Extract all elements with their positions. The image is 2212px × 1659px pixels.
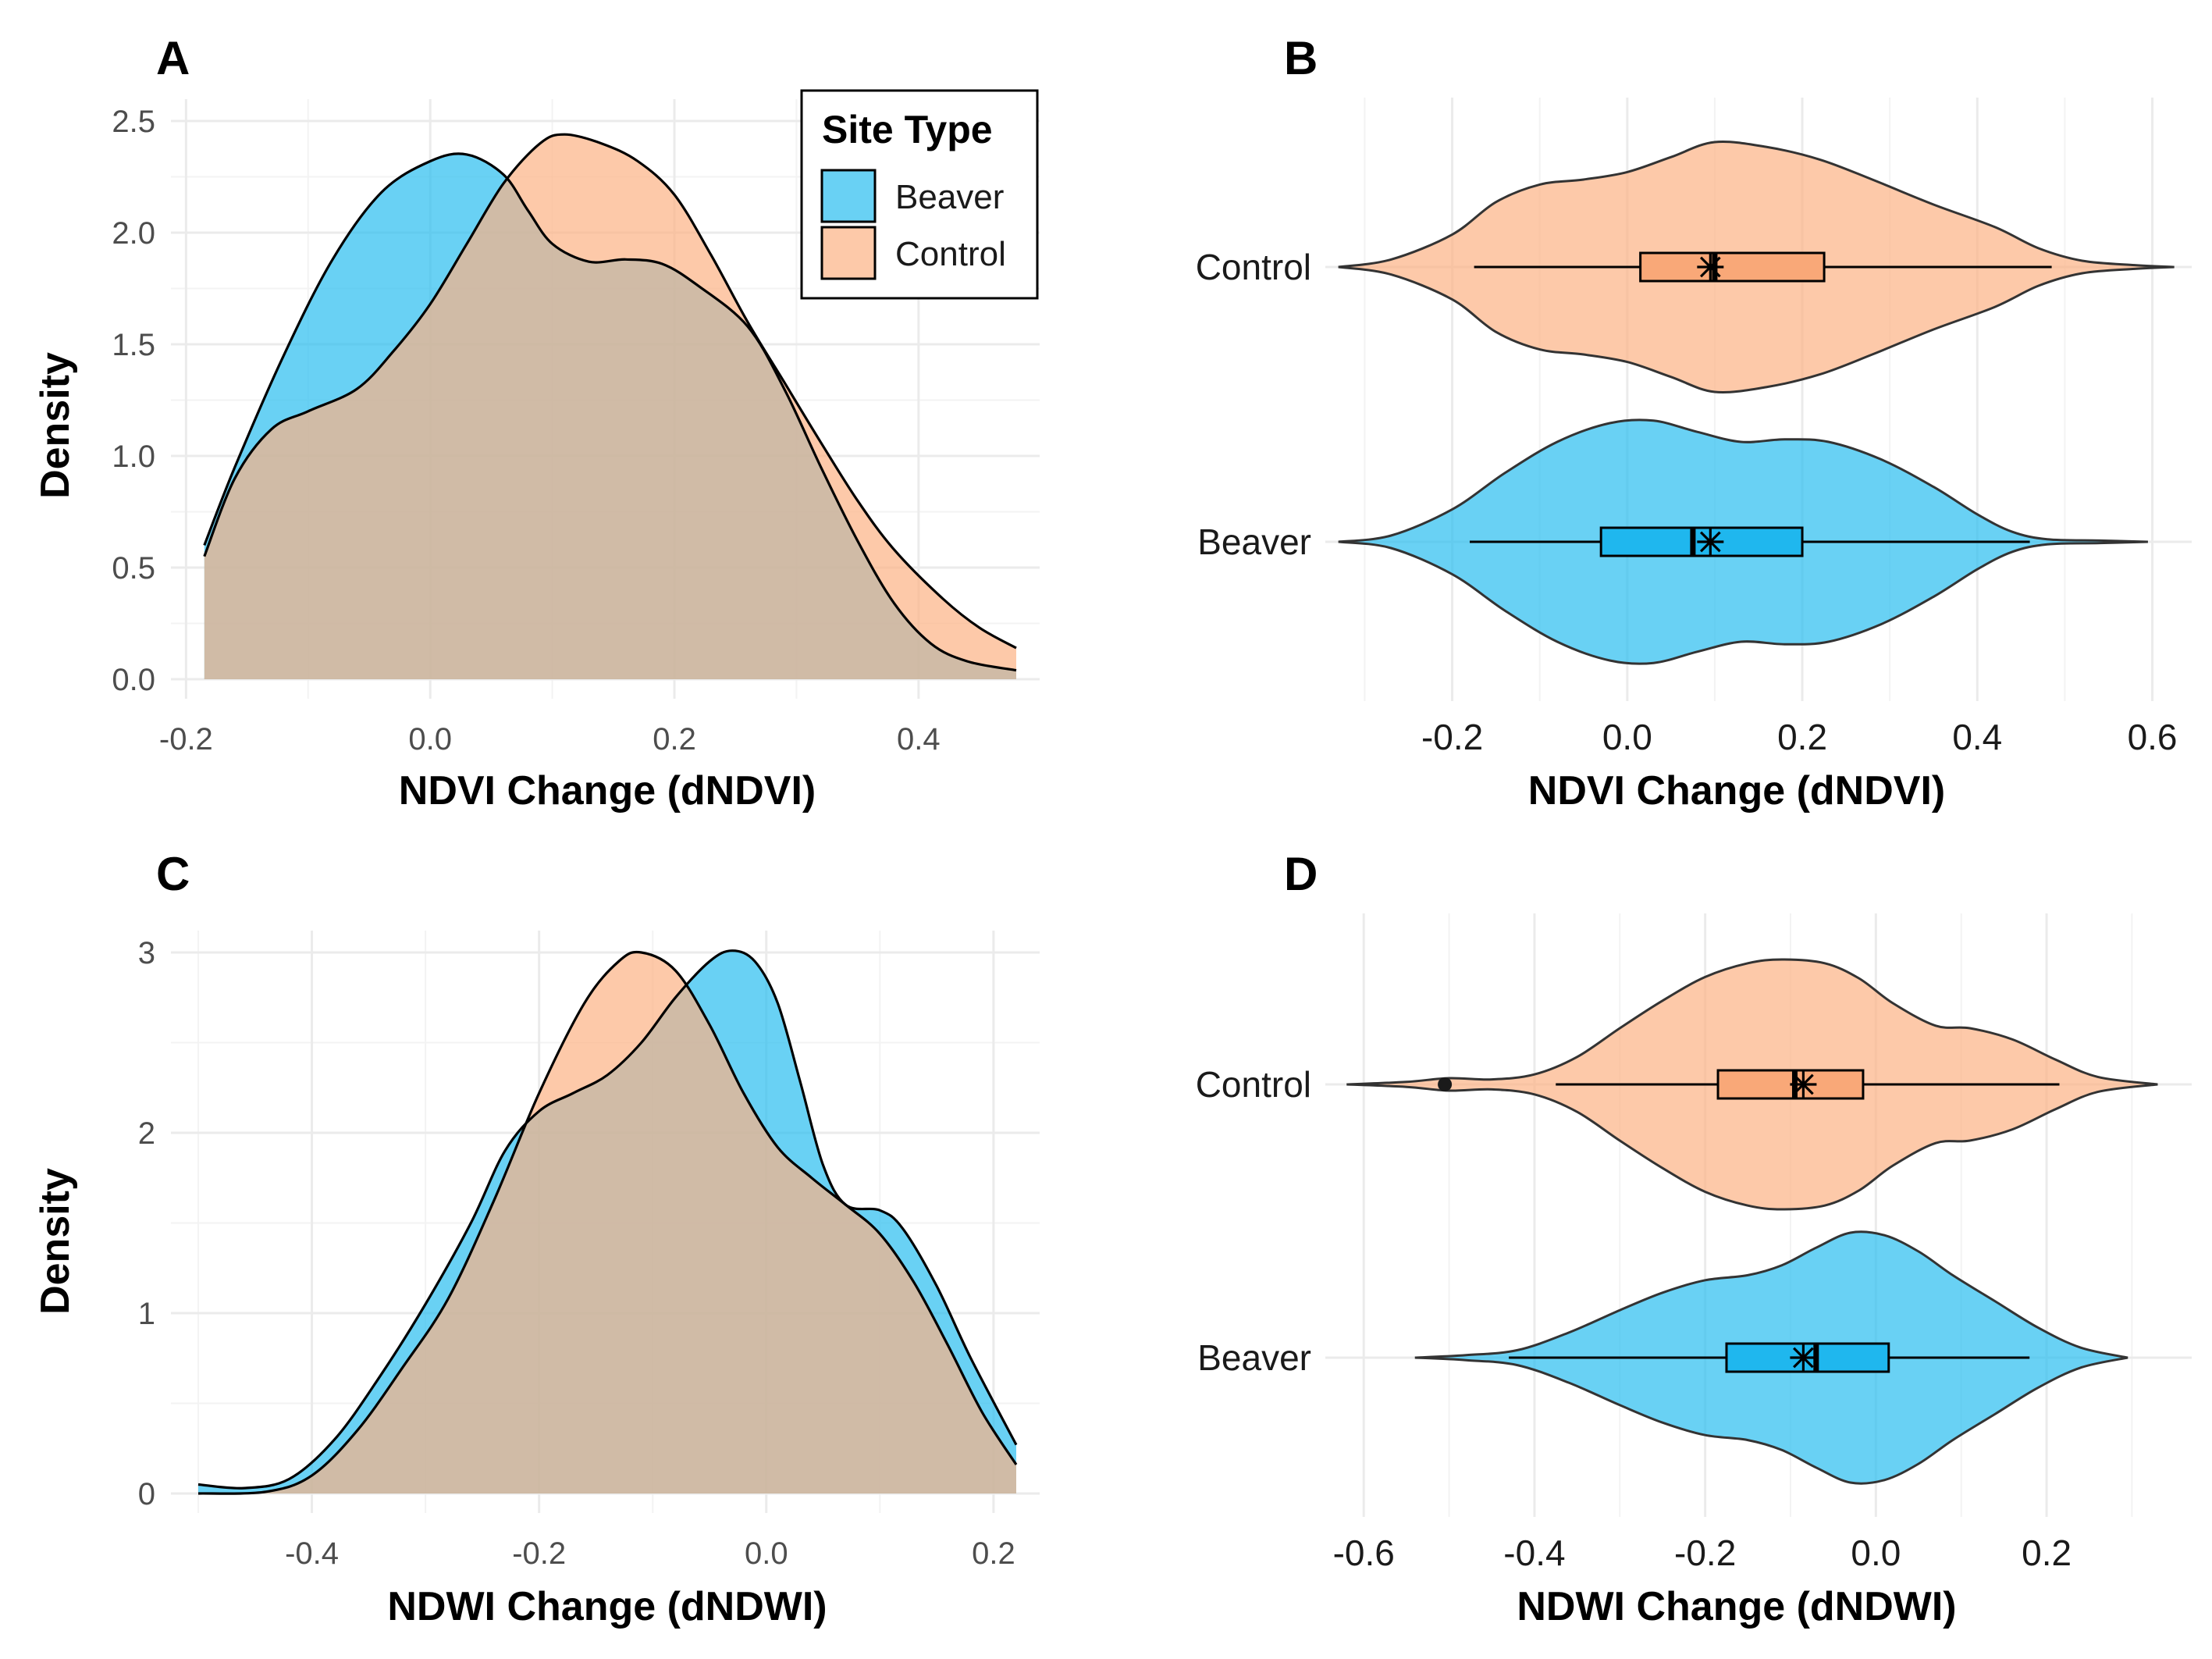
panel-c-ytick-label: 0 [138,1477,155,1511]
panel-d-mean-marker-beaver [1790,1344,1817,1371]
panel-c-xtick-label: 0.0 [745,1536,788,1571]
panel-d-xtick-label: -0.6 [1333,1533,1395,1573]
legend-key-control [820,226,877,280]
panel-c-line-beaver [197,949,1018,1490]
panel-b-mean-marker-beaver [1697,529,1724,555]
panel-d-xlabel: NDWI Change (dNDWI) [1517,1584,1956,1629]
panel-a-density-plot: -0.2 0.0 0.2 0.40.00.51.01.52.02.5 [112,99,1040,757]
panel-c-xtick-label: -0.4 [285,1536,339,1571]
panel-d-mean-stroke [1793,1347,1814,1369]
panel-b-mean-stroke [1699,531,1721,553]
panel-a-ytick-label: 1.0 [112,440,155,474]
panel-d-ytick-label-beaver: Beaver [1197,1337,1311,1378]
panel-b-mean-stroke [1699,256,1721,278]
panel-a-ytick-label: 0.5 [112,551,155,586]
panel-label-a: A [156,32,190,84]
panel-b-box-control [1639,251,1826,283]
panel-c-ytick-label: 3 [138,936,155,970]
panel-d-ytick-label-control: Control [1196,1064,1311,1105]
panel-a-line-beaver [203,152,1017,672]
panel-b-xtick-label: 0.6 [2128,717,2178,757]
panel-d-box-beaver [1725,1342,1890,1373]
panel-c-xlabel: NDWI Change (dNDWI) [387,1584,827,1629]
panel-label-b: B [1284,32,1318,84]
panel-c-ytick-label: 2 [138,1116,155,1151]
legend-label-control: Control [895,235,1006,273]
panel-b-violin-plot: Control Beaver -0.2 0.0 0.2 0.4 0.6 [1196,98,2192,757]
panel-a-line-control [203,133,1017,650]
panel-c-area-control [198,952,1016,1494]
panel-a-ytick-label: 2.0 [112,216,155,251]
panel-b-xtick-label: -0.2 [1421,717,1483,757]
panel-a-ytick-label: 0.0 [112,663,155,697]
panel-c-xtick-label: 0.2 [972,1536,1015,1571]
panel-b-xtick-label: 0.2 [1777,717,1827,757]
panel-b-mean-marker-control [1697,254,1724,280]
panel-d-mean-marker-control [1790,1071,1817,1098]
panel-c-ytick-label: 1 [138,1297,155,1331]
legend-label-beaver: Beaver [895,178,1004,216]
panel-a-xlabel: NDVI Change (dNDVI) [399,768,816,813]
panel-a-ytick-label: 2.5 [112,105,155,139]
panel-a-xtick-label: -0.2 [159,722,213,757]
panel-a-xtick-label: 0.2 [653,722,696,757]
legend-title: Site Type [822,108,993,151]
panel-d-xtick-label: -0.2 [1674,1533,1736,1573]
panel-a-xtick-label: 0.4 [897,722,941,757]
panel-a-ytick-label: 1.5 [112,328,155,362]
panel-c-xtick-label: -0.2 [512,1536,566,1571]
legend: Site Type Beaver Control [800,89,1039,300]
panel-b-xtick-label: 0.4 [1952,717,2002,757]
panel-b-ytick-label-control: Control [1196,247,1311,287]
panel-b-xlabel: NDVI Change (dNDVI) [1528,768,1945,813]
panel-c-ylabel: Density [33,1168,78,1315]
panel-a-area-control [204,134,1016,679]
panel-d-mean-stroke [1793,1073,1814,1095]
panel-d-violin-plot: Control Beaver -0.6 -0.4 -0.2 0.0 0.2 [1196,913,2192,1573]
panel-c-line-control [197,950,1018,1495]
panel-b-ytick-label-beaver: Beaver [1197,522,1311,562]
panel-d-xtick-label: 0.0 [1851,1533,1901,1573]
panel-c-density-plot: -0.4 -0.2 0.0 0.2 0 1 2 3 [138,931,1040,1571]
panel-label-c: C [156,848,190,900]
panel-b-xtick-label: 0.0 [1602,717,1652,757]
panel-d-xtick-label: -0.4 [1503,1533,1565,1573]
panel-d-outlier-control [1438,1077,1453,1091]
legend-key-beaver [820,169,877,223]
panel-a-ylabel: Density [33,352,78,499]
panel-d-xtick-label: 0.2 [2022,1533,2072,1573]
panel-label-d: D [1284,848,1318,900]
panel-a-xtick-label: 0.0 [408,722,452,757]
